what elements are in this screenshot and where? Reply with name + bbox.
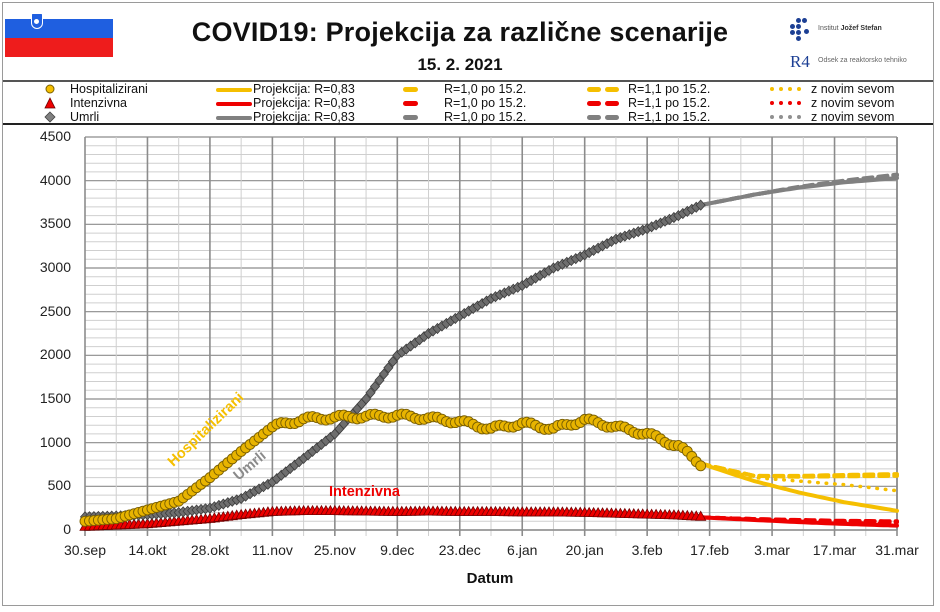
x-tick-label: 17.feb: [690, 542, 730, 558]
chart-date: 15. 2. 2021: [417, 55, 503, 74]
label-intenzivna: Intenzivna: [329, 484, 400, 500]
diamond-marker-icon: [44, 111, 56, 123]
circle-marker-icon: [45, 84, 55, 94]
dash-swatch: [403, 115, 418, 120]
ijs-dots-icon: [790, 18, 812, 41]
r4-logo-icon: R4: [790, 52, 810, 71]
dash-swatch: [403, 87, 418, 92]
x-tick-label: 11.nov: [251, 542, 293, 558]
y-tick-label: 2500: [39, 302, 71, 319]
x-tick-label: 28.okt: [190, 542, 229, 558]
y-tick-label: 500: [47, 477, 71, 494]
x-tick-label: 14.okt: [128, 542, 167, 558]
dotted-swatch: [770, 115, 810, 120]
solid-line-swatch: [216, 115, 252, 120]
legend-row-umrli: Umrli Projekcija: R=0,83 R=1,0 po 15.2. …: [3, 110, 933, 124]
x-tick-label: 20.jan: [565, 542, 604, 558]
dotted-swatch: [770, 87, 810, 92]
triangle-marker-icon: [44, 97, 56, 109]
slovenia-flag: [5, 13, 113, 57]
legend-row-intenzivna: Intenzivna Projekcija: R=0,83 R=1,0 po 1…: [3, 96, 933, 110]
y-tick-label: 0: [63, 521, 71, 537]
x-axis-title: Datum: [466, 570, 514, 587]
dash-dash-swatch: [587, 115, 619, 120]
x-tick-label: 23.dec: [438, 542, 481, 558]
x-tick-label: 31.mar: [875, 542, 919, 558]
x-tick-label: 9.dec: [380, 542, 415, 558]
chart-legend: Hospitalizirani Projekcija: R=0,83 R=1,0…: [3, 80, 933, 125]
coat-of-arms-icon: [31, 13, 43, 29]
dash-dash-swatch: [587, 101, 619, 106]
y-tick-label: 4000: [39, 171, 71, 188]
y-tick-label: 1500: [39, 390, 71, 406]
y-tick-label: 3000: [39, 259, 71, 275]
dash-swatch: [403, 101, 418, 106]
ijs-logo: Institut Jožef Stefan R4 Odsek za reakto…: [790, 18, 930, 78]
x-tick-label: 25.nov: [313, 542, 356, 558]
x-tick-label: 30.sep: [63, 542, 107, 558]
x-tick-label: 17.mar: [812, 542, 857, 558]
dotted-swatch: [770, 101, 810, 106]
x-tick-label: 3.mar: [754, 542, 790, 558]
solid-line-swatch: [216, 87, 252, 92]
r4-department: Odsek za reaktorsko tehniko: [818, 57, 907, 64]
chart-frame: [2, 2, 934, 606]
y-tick-label: 3500: [39, 215, 71, 232]
dash-dash-swatch: [587, 87, 619, 92]
chart-title: COVID19: Projekcija za različne scenarij…: [191, 17, 729, 47]
y-tick-label: 1000: [39, 433, 71, 450]
ijs-name: Institut Jožef Stefan: [818, 25, 882, 32]
x-tick-label: 3.feb: [631, 542, 663, 558]
x-tick-label: 6.jan: [507, 542, 538, 558]
solid-line-swatch: [216, 101, 252, 106]
legend-row-hospitalizirani: Hospitalizirani Projekcija: R=0,83 R=1,0…: [3, 82, 933, 96]
y-tick-label: 4500: [39, 128, 71, 144]
y-tick-label: 2000: [39, 346, 71, 363]
